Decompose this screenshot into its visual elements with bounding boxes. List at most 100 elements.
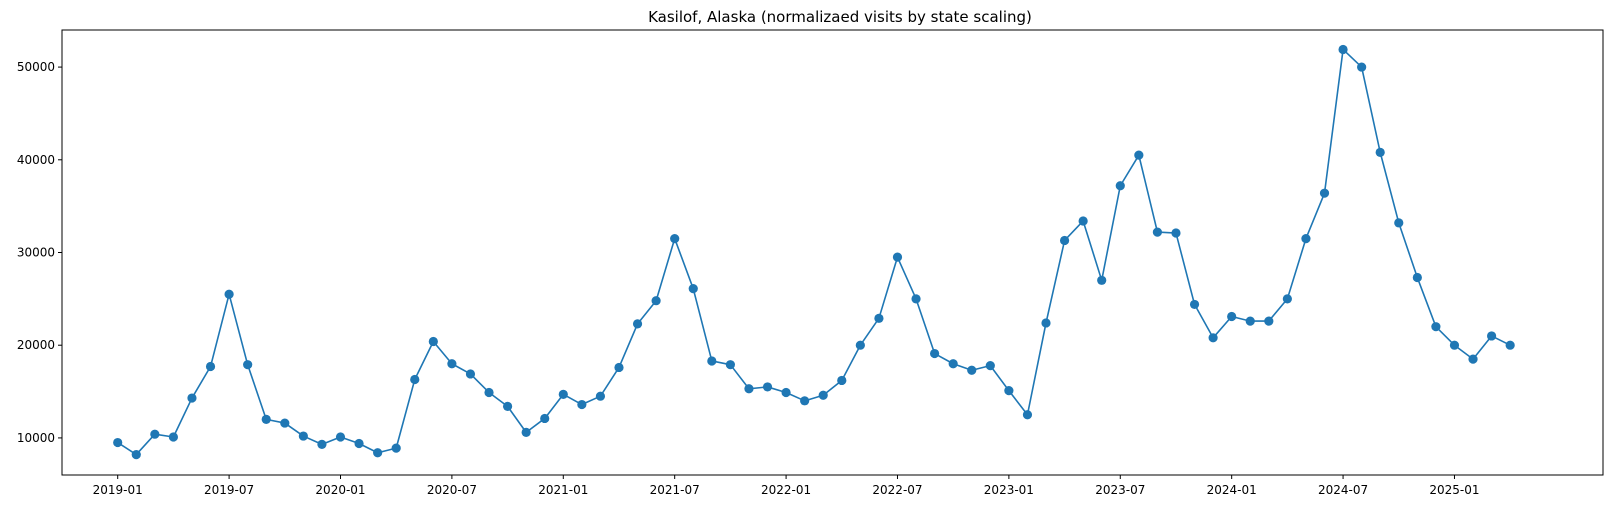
data-point: [1189, 299, 1200, 310]
data-point: [168, 432, 178, 442]
data-point: [1319, 188, 1330, 198]
data-point: [187, 393, 197, 403]
data-point: [595, 391, 606, 401]
data-point: [1431, 322, 1441, 332]
data-point: [837, 375, 847, 386]
data-point: [410, 374, 420, 385]
x-tick-label: 2019-01: [93, 483, 143, 497]
data-point: [1208, 333, 1218, 343]
data-point: [205, 361, 216, 372]
x-tick-label: 2019-07: [204, 483, 254, 497]
data-point: [428, 336, 438, 347]
data-point: [911, 294, 921, 304]
data-point: [930, 348, 940, 359]
x-tick-label: 2023-01: [984, 483, 1034, 497]
plot-area-border: [61, 29, 1604, 476]
data-point: [651, 296, 661, 306]
data-point: [892, 252, 903, 262]
data-point: [1078, 216, 1088, 226]
data-point: [224, 289, 234, 299]
data-point: [1412, 272, 1422, 283]
data-point: [1152, 227, 1163, 237]
data-point: [744, 384, 754, 394]
data-point: [335, 432, 346, 442]
data-point: [261, 414, 271, 424]
x-axis: 2019-01 2019-07 2020-01 2020-07 2021-01 2021-…: [93, 475, 1480, 497]
data-point: [1338, 44, 1348, 55]
data-point: [1449, 340, 1460, 350]
data-point: [725, 360, 735, 370]
data-point: [1022, 410, 1033, 420]
data-point: [1115, 181, 1125, 191]
data-point: [1301, 233, 1311, 244]
data-point: [1375, 147, 1385, 157]
x-tick-label: 2020-01: [315, 483, 365, 497]
data-point: [1227, 311, 1237, 322]
data-point: [1468, 354, 1478, 364]
data-point: [391, 443, 401, 453]
y-tick-label: 50000: [17, 60, 55, 74]
data-point: [298, 431, 308, 441]
data-point: [1004, 386, 1014, 396]
data-point: [762, 382, 773, 392]
data-point: [113, 437, 123, 448]
x-tick-label: 2021-07: [650, 483, 700, 497]
data-point: [465, 369, 476, 379]
data-point: [577, 399, 587, 410]
data-point: [707, 356, 717, 366]
data-point: [1041, 318, 1051, 328]
data-point: [614, 362, 624, 373]
data-point: [131, 450, 141, 460]
data-point: [243, 360, 253, 370]
x-tick-label: 2024-07: [1318, 483, 1368, 497]
x-tick-label: 2022-07: [872, 483, 922, 497]
x-tick-label: 2021-01: [538, 483, 588, 497]
x-tick-label: 2025-01: [1429, 483, 1479, 497]
data-point: [317, 439, 327, 450]
data-point: [855, 340, 865, 350]
data-point: [1357, 62, 1367, 72]
series-line: [117, 48, 1511, 456]
data-point: [985, 361, 995, 371]
y-tick-label: 20000: [17, 338, 55, 352]
x-tick-label: 2020-07: [427, 483, 477, 497]
data-point: [670, 233, 680, 244]
data-point: [558, 389, 568, 399]
data-point: [447, 359, 457, 369]
data-point: [502, 401, 513, 411]
y-axis: 10000 20000 30000 40000 50000: [17, 60, 62, 445]
x-tick-label: 2022-01: [761, 483, 811, 497]
data-point: [800, 396, 810, 406]
chart-title: Kasilof, Alaska (normalizaed visits by s…: [648, 8, 1032, 26]
data-point: [373, 448, 383, 458]
data-point: [280, 418, 290, 428]
data-point: [1134, 150, 1144, 160]
x-tick-label: 2023-07: [1095, 483, 1145, 497]
data-point: [1487, 331, 1497, 341]
data-point: [484, 387, 494, 398]
data-point: [150, 429, 160, 439]
data-point: [540, 413, 550, 424]
data-point: [1097, 275, 1107, 285]
data-point: [354, 438, 364, 449]
plot-series: [113, 44, 1515, 460]
data-point: [948, 359, 958, 369]
data-point: [1282, 294, 1292, 304]
y-tick-label: 10000: [17, 431, 55, 445]
y-tick-label: 40000: [17, 153, 55, 167]
axes-frame: [61, 29, 1604, 476]
data-point: [1245, 316, 1255, 326]
data-point: [1264, 316, 1274, 326]
data-point: [967, 365, 977, 375]
data-point: [521, 427, 531, 437]
data-point: [688, 284, 698, 294]
x-tick-label: 2024-01: [1207, 483, 1257, 497]
data-point: [632, 319, 643, 329]
data-point: [781, 387, 791, 398]
y-tick-label: 30000: [17, 246, 55, 260]
data-point: [818, 390, 828, 400]
data-point: [1394, 218, 1404, 228]
data-point: [1505, 340, 1515, 350]
